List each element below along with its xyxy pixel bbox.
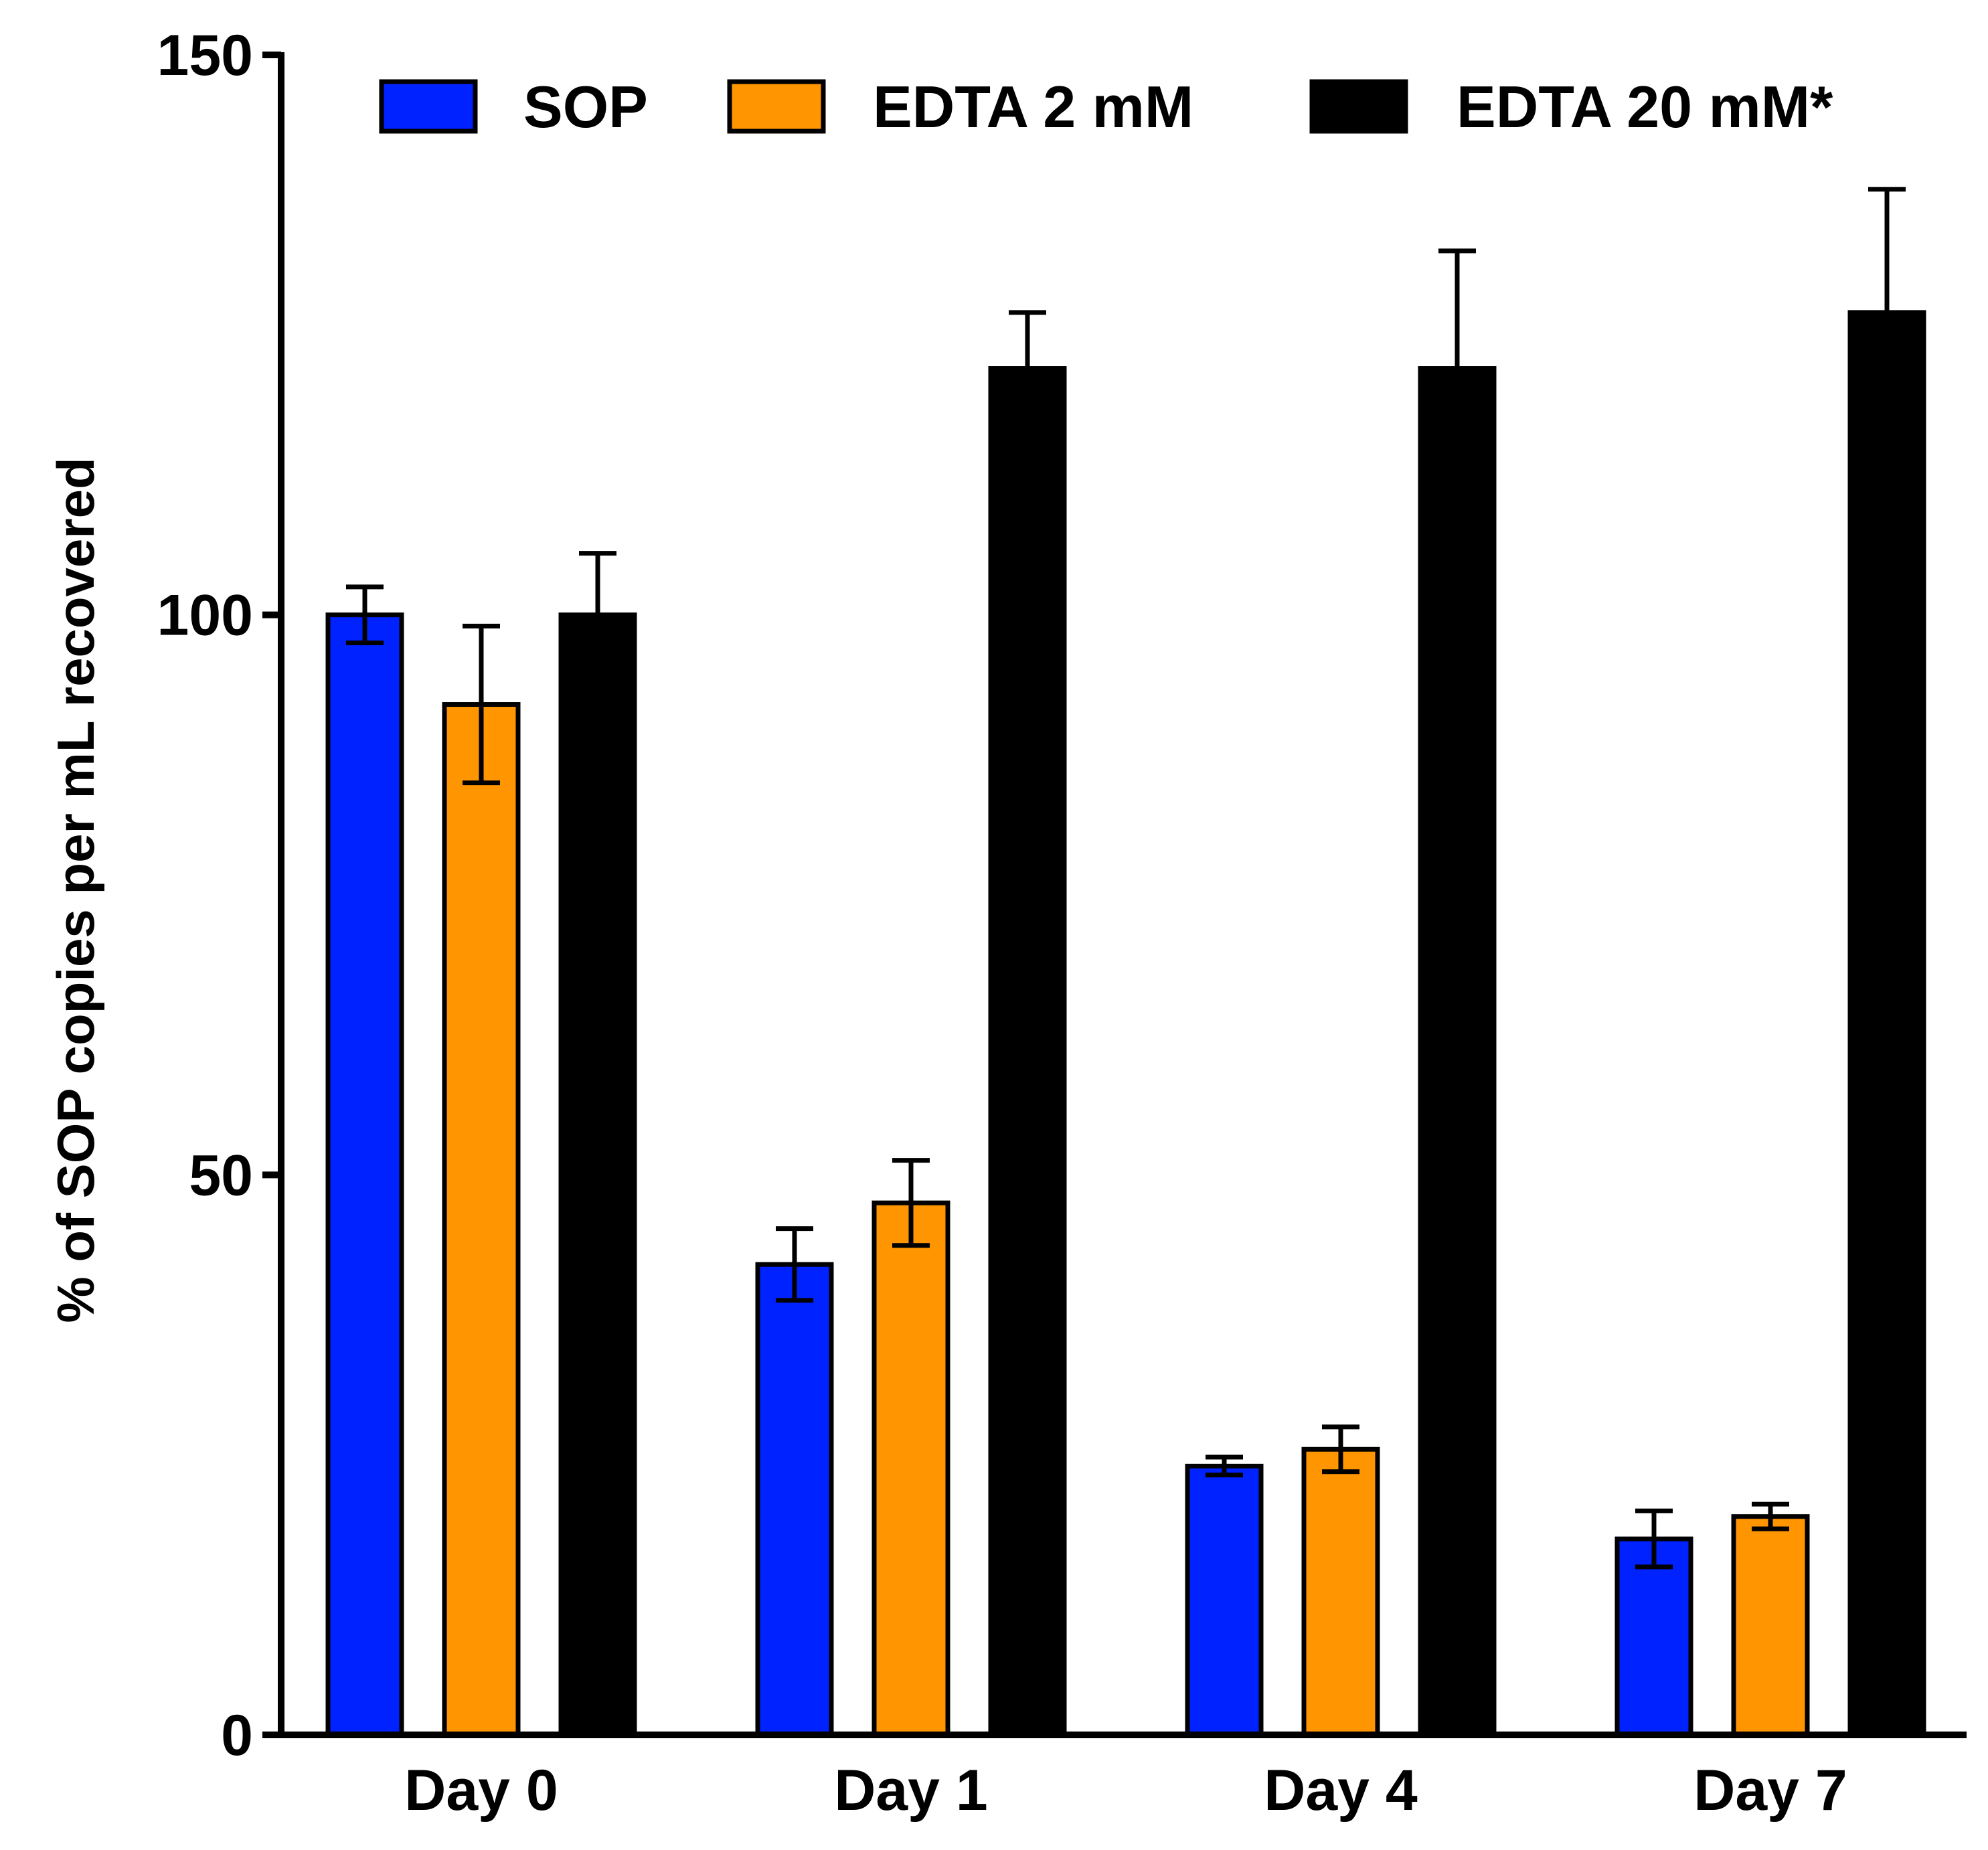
y-axis-title: % of SOP copies per mL recovered (46, 457, 105, 1323)
bar-edta-20-mm--day-4 (1418, 366, 1497, 1738)
bar-edta-20-mm--day-7 (1847, 310, 1926, 1738)
bar-edta-20-mm--day-1 (988, 366, 1067, 1738)
legend-swatch-sop (379, 79, 478, 134)
y-tick-label: 150 (157, 23, 254, 88)
legend-label: SOP (523, 74, 648, 140)
legend-swatch-edta-20-mm- (1309, 79, 1408, 134)
y-tick-label: 0 (221, 1703, 253, 1768)
bar-sop-day-0 (325, 612, 404, 1738)
x-tick-label: Day 7 (1693, 1758, 1847, 1823)
y-tick-label: 100 (157, 584, 254, 648)
legend-label: EDTA 2 mM (873, 74, 1193, 140)
bar-edta-2-mm-day-4 (1301, 1446, 1380, 1738)
bar-edta-2-mm-day-1 (872, 1200, 950, 1738)
x-tick-label: Day 4 (1264, 1758, 1418, 1823)
bar-edta-20-mm--day-0 (558, 612, 637, 1738)
bar-sop-day-1 (755, 1262, 834, 1738)
y-tick-label: 50 (189, 1143, 253, 1207)
bar-sop-day-4 (1185, 1463, 1264, 1738)
bar-edta-2-mm-day-7 (1731, 1514, 1810, 1738)
bar-edta-2-mm-day-0 (442, 702, 521, 1738)
legend-label: EDTA 20 mM* (1457, 74, 1833, 140)
legend-swatch-edta-2-mm (727, 79, 826, 134)
x-tick-label: Day 1 (834, 1758, 988, 1823)
x-tick-label: Day 0 (404, 1758, 558, 1823)
